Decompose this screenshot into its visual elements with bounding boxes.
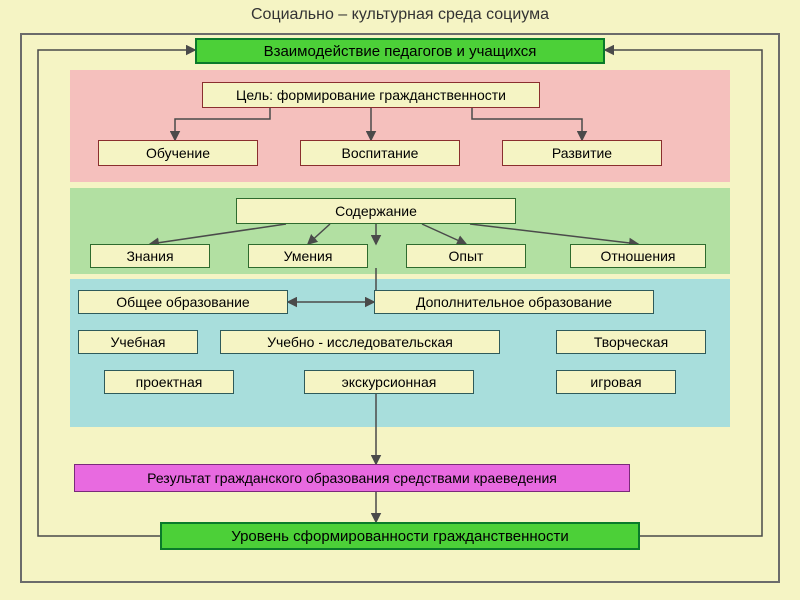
node-n_umen: Умения: [248, 244, 368, 268]
node-n_opyt: Опыт: [406, 244, 526, 268]
node-n_uch: Учебная: [78, 330, 198, 354]
node-n_level: Уровень сформированности гражданственнос…: [160, 522, 640, 550]
node-n_game: игровая: [556, 370, 676, 394]
node-n_gen: Общее образование: [78, 290, 288, 314]
node-n_head1: Взаимодействие педагогов и учащихся: [195, 38, 605, 64]
node-n_obuch: Обучение: [98, 140, 258, 166]
node-n_dop: Дополнительное образование: [374, 290, 654, 314]
node-n_otn: Отношения: [570, 244, 706, 268]
diagram-root: Социально – культурная среда социума Взаи…: [0, 0, 800, 600]
node-n_vosp: Воспитание: [300, 140, 460, 166]
node-n_znan: Знания: [90, 244, 210, 268]
node-n_soder: Содержание: [236, 198, 516, 224]
node-n_tvor: Творческая: [556, 330, 706, 354]
node-n_proj: проектная: [104, 370, 234, 394]
node-n_res: Результат гражданского образования средс…: [74, 464, 630, 492]
node-n_goal: Цель: формирование гражданственности: [202, 82, 540, 108]
page-title: Социально – культурная среда социума: [0, 6, 800, 24]
node-n_exc: экскурсионная: [304, 370, 474, 394]
node-n_uir: Учебно - исследовательская: [220, 330, 500, 354]
node-n_razv: Развитие: [502, 140, 662, 166]
